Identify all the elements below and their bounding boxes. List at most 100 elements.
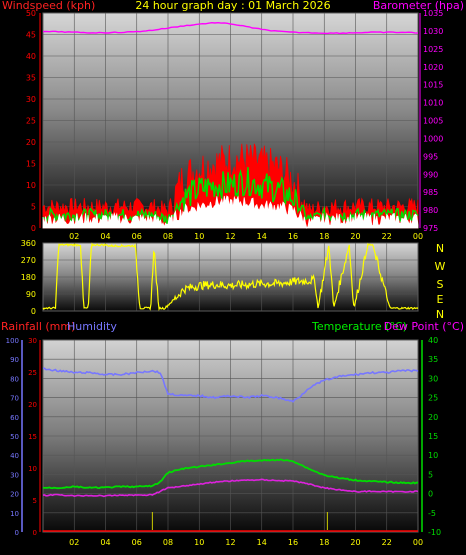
windspeed-axis-title: Windspeed (kph) [2, 0, 95, 12]
wind-plot-series [42, 21, 419, 229]
tick-label-rainfall: 25 [28, 369, 37, 377]
temperature-axis-title: Temperature (°C) [311, 320, 407, 333]
tick-label-barometer: 980 [423, 206, 438, 215]
tick-label-humidity: 30 [10, 471, 19, 479]
tick-label-time: 04 [100, 538, 110, 547]
tick-label-temperature: -10 [428, 528, 441, 537]
tick-label-temperature: 25 [428, 394, 438, 403]
tick-label-humidity: 10 [10, 510, 19, 518]
tick-label-temperature: 5 [428, 470, 433, 479]
temp-plot-series [42, 367, 419, 532]
tick-label-time: 12 [225, 232, 235, 241]
tick-label-time: 02 [69, 538, 79, 547]
tick-label-time: 08 [163, 232, 173, 241]
tick-label-rainfall: 10 [28, 465, 37, 473]
tick-label-temperature: 10 [428, 451, 438, 460]
tick-label-barometer: 985 [423, 188, 438, 197]
tick-label-humidity: 70 [10, 395, 19, 403]
tick-label-rainfall: 20 [28, 401, 37, 409]
tick-label-humidity: 90 [10, 356, 19, 364]
compass-label: N [436, 242, 444, 255]
tick-label-barometer: 990 [423, 170, 438, 179]
tick-label-barometer: 1010 [423, 99, 443, 108]
tick-label-time: 04 [100, 232, 110, 241]
tick-label-time: 06 [132, 538, 142, 547]
tick-label-time: 00 [413, 538, 423, 547]
tick-label-time: 22 [382, 232, 392, 241]
tick-label-rainfall: 5 [33, 497, 37, 505]
tick-label-humidity: 20 [10, 491, 19, 499]
tick-label-time: 14 [257, 538, 267, 547]
tick-label-time: 18 [319, 232, 329, 241]
tick-label-time: 06 [132, 232, 142, 241]
tick-label-barometer: 1015 [423, 81, 443, 90]
wind-direction-series [42, 242, 419, 311]
tick-label-humidity: 50 [10, 433, 19, 441]
tick-label-time: 08 [163, 538, 173, 547]
tick-label-time: 10 [194, 232, 204, 241]
tick-label-time: 00 [413, 232, 423, 241]
tick-label-time: 02 [69, 232, 79, 241]
tick-label-temperature: 15 [428, 432, 438, 441]
temp-plot-grid [43, 339, 419, 533]
rainfall-axis-title: Rainfall (mm) [1, 320, 75, 333]
direction-plot-grid [43, 242, 419, 312]
tick-label-direction: 360 [21, 239, 36, 248]
tick-label-time: 20 [350, 232, 360, 241]
compass-label: E [437, 293, 444, 306]
tick-label-barometer: 995 [423, 152, 438, 161]
temp-plot-axes: -10-505101520253035400102030405060708090… [6, 336, 441, 547]
tick-label-barometer: 1000 [423, 134, 443, 143]
tick-label-temperature: 40 [428, 336, 438, 345]
tick-label-windspeed: 30 [26, 95, 36, 104]
compass-label: W [435, 260, 446, 273]
average-wind-series [42, 195, 419, 229]
tick-label-time: 12 [225, 538, 235, 547]
dewpoint-series [42, 478, 419, 498]
tick-label-humidity: 60 [10, 414, 19, 422]
tick-label-windspeed: 50 [26, 9, 36, 18]
tick-label-barometer: 1025 [423, 45, 443, 54]
tick-label-humidity: 100 [6, 337, 19, 345]
tick-label-temperature: 30 [428, 374, 438, 383]
tick-label-time: 10 [194, 538, 204, 547]
tick-label-temperature: -5 [428, 509, 436, 518]
temperature-series [42, 458, 419, 490]
direction-plot-series [42, 242, 419, 311]
tick-label-time: 18 [319, 538, 329, 547]
tick-label-windspeed: 45 [26, 31, 36, 40]
tick-label-rainfall: 15 [28, 433, 37, 441]
tick-label-windspeed: 10 [26, 181, 36, 190]
tick-label-windspeed: 40 [26, 52, 36, 61]
tick-label-time: 16 [288, 232, 298, 241]
tick-label-rainfall: 30 [28, 337, 37, 345]
tick-label-direction: 90 [26, 290, 36, 299]
tick-label-windspeed: 5 [31, 203, 36, 212]
barometer-axis-title: Barometer (hpa) [373, 0, 464, 12]
compass-label: S [437, 278, 444, 291]
tick-label-temperature: 35 [428, 355, 438, 364]
tick-label-rainfall: 0 [33, 529, 37, 537]
humidity-series [42, 367, 419, 403]
dewpoint-axis-title: Dew Point (°C) [384, 320, 464, 333]
barometer-series [42, 21, 419, 35]
wind-plot-axes: 0510152025303540455097598098599099510001… [26, 9, 444, 241]
tick-label-direction: 0 [31, 307, 36, 316]
tick-label-time: 20 [350, 538, 360, 547]
tick-label-barometer: 1030 [423, 27, 443, 36]
tick-label-windspeed: 25 [26, 117, 36, 126]
tick-label-direction: 180 [21, 273, 36, 282]
tick-label-humidity: 80 [10, 375, 19, 383]
humidity-axis-title: Humidity [67, 320, 117, 333]
chart-title: 24 hour graph day : 01 March 2026 [135, 0, 330, 12]
tick-label-barometer: 1035 [423, 9, 443, 18]
compass-label: N [436, 308, 444, 321]
tick-label-humidity: 0 [15, 529, 19, 537]
tick-label-temperature: 20 [428, 413, 438, 422]
tick-label-barometer: 1020 [423, 63, 443, 72]
tick-label-time: 16 [288, 538, 298, 547]
tick-label-windspeed: 0 [31, 224, 36, 233]
